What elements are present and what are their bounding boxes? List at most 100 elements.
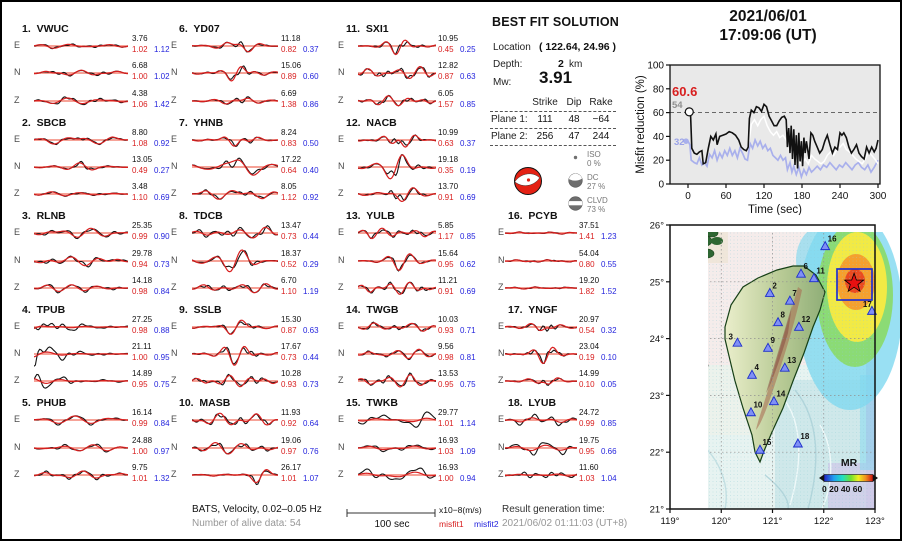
misfit1-value: 1.00 bbox=[438, 474, 454, 483]
amplitude-value: 13.05 bbox=[132, 154, 153, 164]
misfit1-value: 0.97 bbox=[281, 446, 297, 456]
component-label: E bbox=[14, 320, 21, 331]
component-label: N bbox=[14, 160, 21, 171]
misfit1-value: 0.73 bbox=[281, 232, 297, 242]
misfit2-value: 0.84 bbox=[154, 286, 170, 296]
waveform-TWGB-Z bbox=[358, 372, 436, 389]
svg-text:100: 100 bbox=[647, 61, 664, 72]
waveform-SXI1-N bbox=[358, 66, 436, 80]
station-title: 9. SSLB bbox=[179, 303, 222, 316]
amplitude-value: 15.06 bbox=[281, 61, 302, 71]
misfit1-value: 0.63 bbox=[438, 138, 454, 148]
amplitude-value: 8.05 bbox=[281, 182, 297, 192]
amplitude-value: 25.35 bbox=[132, 221, 153, 231]
map-station-label-9: 9 bbox=[770, 336, 775, 345]
misfit1-value: 1.38 bbox=[281, 99, 297, 109]
component-label: N bbox=[14, 67, 21, 78]
component-label: N bbox=[338, 67, 345, 78]
component-label: N bbox=[171, 348, 178, 359]
misfit2-value: 0.60 bbox=[303, 72, 319, 82]
misfit2-value: 1.07 bbox=[303, 474, 319, 483]
lat-tick-label: 22° bbox=[650, 448, 665, 459]
amplitude-value: 12.82 bbox=[438, 61, 459, 71]
misfit2-value: 0.92 bbox=[154, 138, 170, 148]
dc-pct: 27 % bbox=[587, 182, 606, 191]
station-title: 13. YULB bbox=[346, 210, 395, 223]
misfit2-value: 1.19 bbox=[303, 286, 319, 296]
map-station-label-16: 16 bbox=[828, 235, 837, 244]
station-map: 1 2 3 4 5 6 7 8 9 10 11 12 13 14 15 16 17 18 MR 0 20 40 60 2… bbox=[632, 218, 900, 539]
amplitude-value: 16.93 bbox=[438, 435, 459, 445]
component-label: Z bbox=[338, 469, 344, 479]
filter-info: BATS, Velocity, 0.02–0.05 Hz bbox=[192, 504, 322, 515]
misfit1-value: 0.64 bbox=[281, 165, 297, 175]
component-label: Z bbox=[338, 94, 344, 105]
waveform-PCYB-E bbox=[505, 231, 577, 235]
col-strike: Strike bbox=[532, 97, 558, 108]
table-divider bbox=[490, 128, 616, 129]
amplitude-value: 17.67 bbox=[281, 342, 302, 352]
amplitude-value: 29.77 bbox=[438, 408, 459, 418]
misfit1-value: 0.83 bbox=[281, 138, 297, 148]
amplitude-value: 37.51 bbox=[579, 221, 600, 231]
component-label: N bbox=[498, 348, 505, 359]
waveform-PCYB-Z bbox=[505, 286, 577, 290]
amplitude-value: 11.93 bbox=[281, 408, 301, 418]
misfit2-value: 0.27 bbox=[154, 165, 170, 175]
component-label: E bbox=[498, 414, 505, 425]
lat-tick-label: 25° bbox=[650, 277, 665, 288]
table-divider bbox=[490, 145, 616, 146]
component-label: E bbox=[171, 320, 178, 331]
clvd-beachball-icon bbox=[568, 196, 583, 211]
station-title: 6. YD07 bbox=[179, 23, 220, 35]
event-time: 17:09:06 (UT) bbox=[719, 27, 817, 44]
misfit1-value: 0.99 bbox=[579, 419, 595, 429]
colorbar-ticks: 0 20 40 60 bbox=[822, 484, 862, 494]
dc-beachball-icon bbox=[568, 173, 583, 188]
misfit2-value: 0.25 bbox=[460, 45, 476, 54]
station-title: 4. TPUB bbox=[22, 303, 66, 316]
misfit2-value: 1.52 bbox=[601, 286, 617, 296]
col-rake: Rake bbox=[589, 97, 613, 108]
alive-data-count: Number of alive data: 54 bbox=[192, 518, 301, 529]
amplitude-value: 10.95 bbox=[438, 34, 459, 43]
map-station-label-5: 5 bbox=[704, 361, 709, 370]
series-lavender-trace bbox=[687, 137, 879, 180]
waveform-LYUB-E bbox=[505, 413, 577, 427]
map-station-marker-1 bbox=[684, 279, 693, 287]
amplitude-value: 24.88 bbox=[132, 435, 153, 445]
misfit2-value: 0.95 bbox=[154, 353, 170, 363]
waveform-SSLB-N bbox=[192, 345, 278, 366]
component-label: Z bbox=[171, 469, 177, 479]
waveform-NACB-Z bbox=[358, 187, 436, 203]
lon-tick-label: 119° bbox=[661, 516, 680, 527]
misfit1-legend: misfit1 bbox=[439, 519, 464, 529]
component-label: Z bbox=[338, 188, 344, 199]
component-label: Z bbox=[498, 281, 504, 292]
misfit1-value: 1.00 bbox=[132, 446, 148, 456]
component-label: E bbox=[171, 40, 178, 50]
x-axis-label: Time (sec) bbox=[748, 204, 802, 215]
component-label: E bbox=[171, 133, 178, 144]
component-label: E bbox=[14, 133, 21, 144]
misfit2-value: 0.90 bbox=[154, 232, 170, 242]
component-label: N bbox=[14, 441, 21, 452]
lon-tick-label: 120° bbox=[711, 516, 731, 527]
svg-text:120: 120 bbox=[756, 191, 773, 202]
amplitude-value: 15.64 bbox=[438, 248, 459, 258]
station-title: 11. SXI1 bbox=[346, 23, 389, 35]
plane2-dip: 47 bbox=[568, 131, 580, 142]
misfit1-value: 0.92 bbox=[281, 419, 297, 429]
amplitude-value: 6.69 bbox=[281, 88, 297, 98]
misfit1-value: 1.82 bbox=[579, 286, 595, 296]
amplitude-value: 24.72 bbox=[579, 408, 600, 418]
misfit1-value: 1.00 bbox=[132, 72, 148, 82]
station-title: 10. MASB bbox=[179, 397, 231, 410]
waveform-fit-grid: 1. VWUC E 3.76 1.02 1.12 N 6.68 1.00 1.02 Z 4.38 1.… bbox=[2, 2, 632, 497]
misfit2-value: 0.73 bbox=[154, 259, 170, 269]
amplitude-value: 11.21 bbox=[438, 275, 458, 285]
misfit1-value: 1.10 bbox=[132, 193, 148, 203]
map-station-marker-17 bbox=[866, 305, 878, 315]
misfit1-value: 1.01 bbox=[281, 474, 297, 483]
amplitude-value: 19.18 bbox=[438, 154, 459, 164]
